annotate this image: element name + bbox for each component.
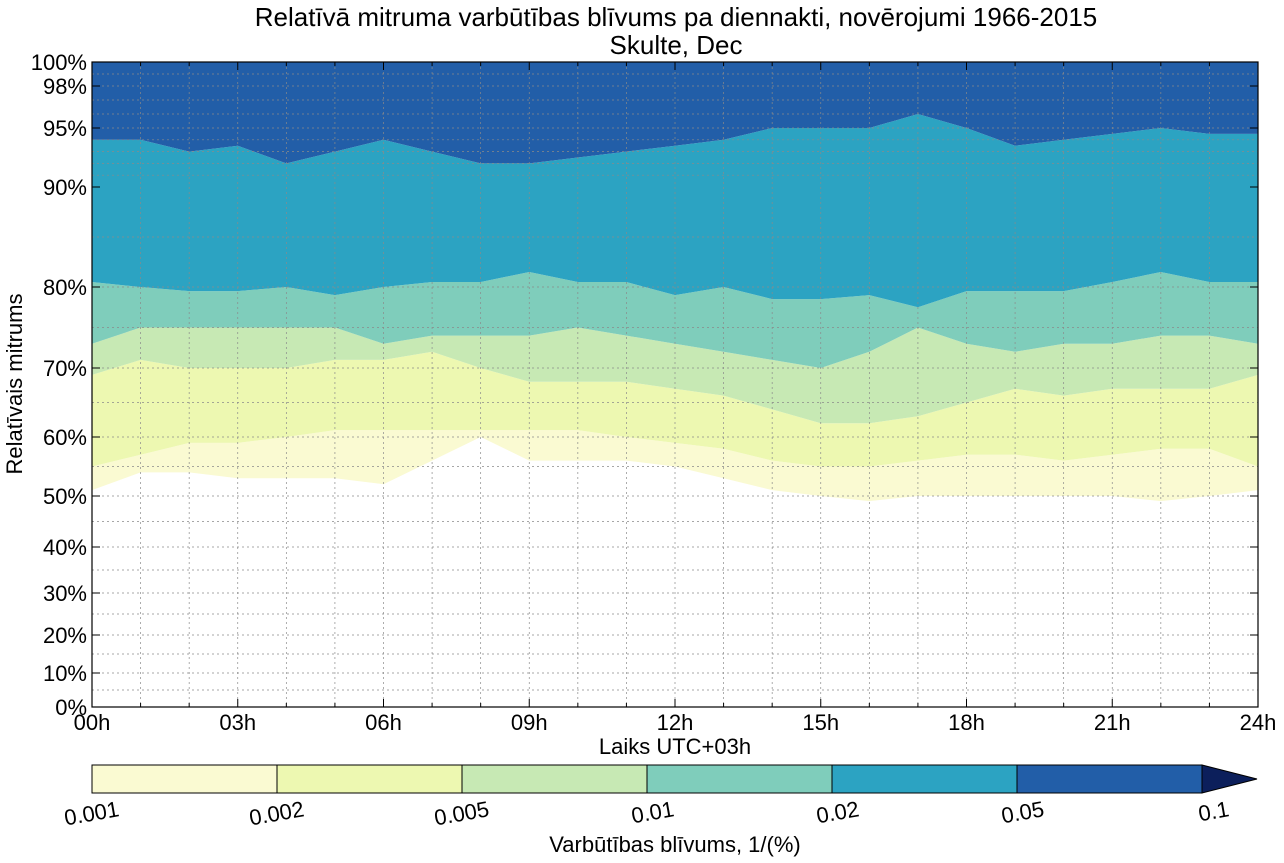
colorbar-tick-label: 0.005 [432,796,491,830]
y-tick-label: 30% [43,581,87,606]
x-axis-label: Laiks UTC+03h [599,734,751,759]
y-tick-label: 70% [43,356,87,381]
y-tick-label: 95% [43,116,87,141]
y-axis: 0% 10% 20% 30% 40% 50% 60% 70% 80% 90% 95% 98%100% [31,50,1258,720]
y-tick-label: 90% [43,175,87,200]
x-axis: 00h 03h 06h 09h 12h 15h 18h 21h 24h [74,62,1277,735]
colorbar-tick-label: 0.002 [247,796,306,830]
colorbar-tick-label: 0.05 [999,796,1046,828]
chart-subtitle: Skulte, Dec [610,30,743,60]
colorbar-tick-label: 0.02 [814,796,861,828]
chart-title: Relatīvā mitruma varbūtības blīvums pa d… [255,2,1098,32]
x-tick-label: 21h [1094,710,1131,735]
y-tick-label: 100% [31,50,87,75]
colorbar-segment [276,764,463,794]
colorbar-tick-label: 0.01 [629,796,676,828]
grid [92,62,1258,707]
x-tick-label: 00h [74,710,111,735]
colorbar-tick-label: 0.001 [62,796,121,830]
y-tick-label: 50% [43,484,87,509]
colorbar-extend-arrow [1201,764,1258,794]
y-tick-label: 80% [43,275,87,300]
y-tick-label: 40% [43,535,87,560]
plot-area [91,61,1259,708]
x-tick-label: 12h [657,710,694,735]
y-axis-label: Relatīvais mitrums [2,294,27,475]
x-tick-label: 24h [1240,710,1277,735]
colorbar-segment [831,764,1018,794]
colorbar-label: Varbūtības blīvums, 1/(%) [549,832,800,857]
x-tick-label: 06h [365,710,402,735]
y-tick-label: 0% [55,695,87,720]
x-tick-label: 09h [511,710,548,735]
density-band [92,327,1258,424]
colorbar-segment [461,764,648,794]
colorbar-tick-label: 0.1 [1196,796,1230,826]
colorbar-segment [646,764,833,794]
colorbar-segment [91,764,278,794]
y-tick-label: 10% [43,661,87,686]
y-tick-label: 98% [43,74,87,99]
x-tick-label: 03h [219,710,256,735]
x-tick-label: 15h [802,710,839,735]
density-band [92,272,1258,368]
colorbar: 0.001 0.002 0.005 0.01 0.02 0.05 0.1 [62,764,1258,830]
colorbar-segment [1016,764,1203,794]
y-tick-label: 20% [43,623,87,648]
y-tick-label: 60% [43,425,87,450]
x-tick-label: 18h [948,710,985,735]
